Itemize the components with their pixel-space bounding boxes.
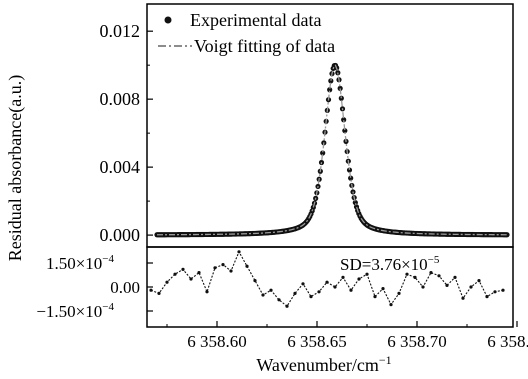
residual-point <box>437 274 441 278</box>
residual-point <box>389 303 393 307</box>
residual-point <box>341 275 345 279</box>
experimental-data-point <box>328 78 334 84</box>
experimental-data-point <box>327 87 333 93</box>
residual-point <box>221 263 225 267</box>
residual-point <box>157 291 161 295</box>
sd-annotation: SD=3.76×10−5 <box>340 254 440 274</box>
legend-label-experimental: Experimental data <box>190 10 321 30</box>
residual-point <box>453 275 457 279</box>
residual-point <box>269 288 273 292</box>
residual-point <box>245 264 249 268</box>
residual-point <box>149 288 153 292</box>
bottom-y-tick-label: 0.00 <box>110 278 140 297</box>
residual-point <box>405 272 409 276</box>
residual-point <box>237 250 241 254</box>
axes-layer: 0.000 0.004 0.008 0.012 1.50×10−4 0.00 −1.50×1… <box>36 21 528 351</box>
residual-point <box>445 283 449 287</box>
residual-point <box>165 280 169 284</box>
residual-point <box>253 279 257 283</box>
legend-marker-experimental <box>164 16 172 24</box>
residual-point <box>373 295 377 299</box>
experimental-data-point <box>348 175 354 181</box>
residual-point <box>381 287 385 291</box>
x-tick-label: 6 358.70 <box>387 332 447 351</box>
bottom-plot-frame <box>146 246 514 328</box>
experimental-data-point <box>320 150 326 156</box>
residual-point <box>325 280 329 284</box>
experimental-data-point <box>342 128 348 134</box>
top-series-layer <box>154 62 510 238</box>
residual-point <box>229 269 233 273</box>
bottom-series-layer <box>149 250 505 308</box>
legend-label-voigt: Voigt fitting of data <box>194 36 335 56</box>
residual-point <box>493 290 497 294</box>
residual-point <box>469 285 473 289</box>
experimental-data-point <box>504 232 510 238</box>
top-y-tick-label: 0.004 <box>100 157 141 177</box>
experimental-data-point <box>352 199 358 206</box>
residual-point <box>429 271 433 275</box>
residual-point <box>285 304 289 308</box>
residual-point <box>277 298 281 302</box>
residual-point <box>301 282 305 286</box>
residual-point <box>365 272 369 276</box>
bottom-y-tick-label: 1.50×10−4 <box>46 253 115 273</box>
x-tick-label: 6 358.60 <box>187 332 247 351</box>
x-tick-label: 6 358.65 <box>287 332 347 351</box>
top-y-tick-label: 0.008 <box>100 89 141 109</box>
residual-point <box>205 290 209 294</box>
residual-point <box>397 291 401 295</box>
residual-line <box>150 250 504 308</box>
top-y-tick-label: 0.000 <box>100 225 141 245</box>
residual-point <box>349 288 353 292</box>
residual-point <box>189 277 193 281</box>
residual-point <box>197 271 201 275</box>
residual-point <box>413 275 417 279</box>
legend: Experimental data Voigt fitting of data <box>158 10 335 56</box>
residual-point <box>485 295 489 299</box>
residual-point <box>293 291 297 295</box>
experimental-data-point <box>346 167 353 173</box>
experimental-data-point <box>341 117 347 123</box>
residual-point <box>421 285 425 289</box>
residual-point <box>357 277 361 281</box>
residual-point <box>261 293 265 297</box>
residual-point <box>309 295 313 299</box>
bottom-y-tick-label: −1.50×10−4 <box>36 301 114 321</box>
x-axis-title: Wavenumber/cm−1 <box>256 353 391 375</box>
top-y-tick-label: 0.012 <box>100 21 141 41</box>
residual-point <box>461 296 465 300</box>
x-tick-label: 6 358.75 <box>487 332 528 351</box>
residual-point <box>501 288 505 292</box>
residual-point <box>477 279 481 283</box>
residual-point <box>181 267 185 271</box>
residual-point <box>333 285 337 289</box>
residual-point <box>213 266 217 270</box>
voigt-fit-line <box>156 64 507 236</box>
y-axis-title: Residual absorbance(a.u.) <box>5 75 26 261</box>
residual-point <box>173 272 177 276</box>
residual-point <box>317 290 321 294</box>
